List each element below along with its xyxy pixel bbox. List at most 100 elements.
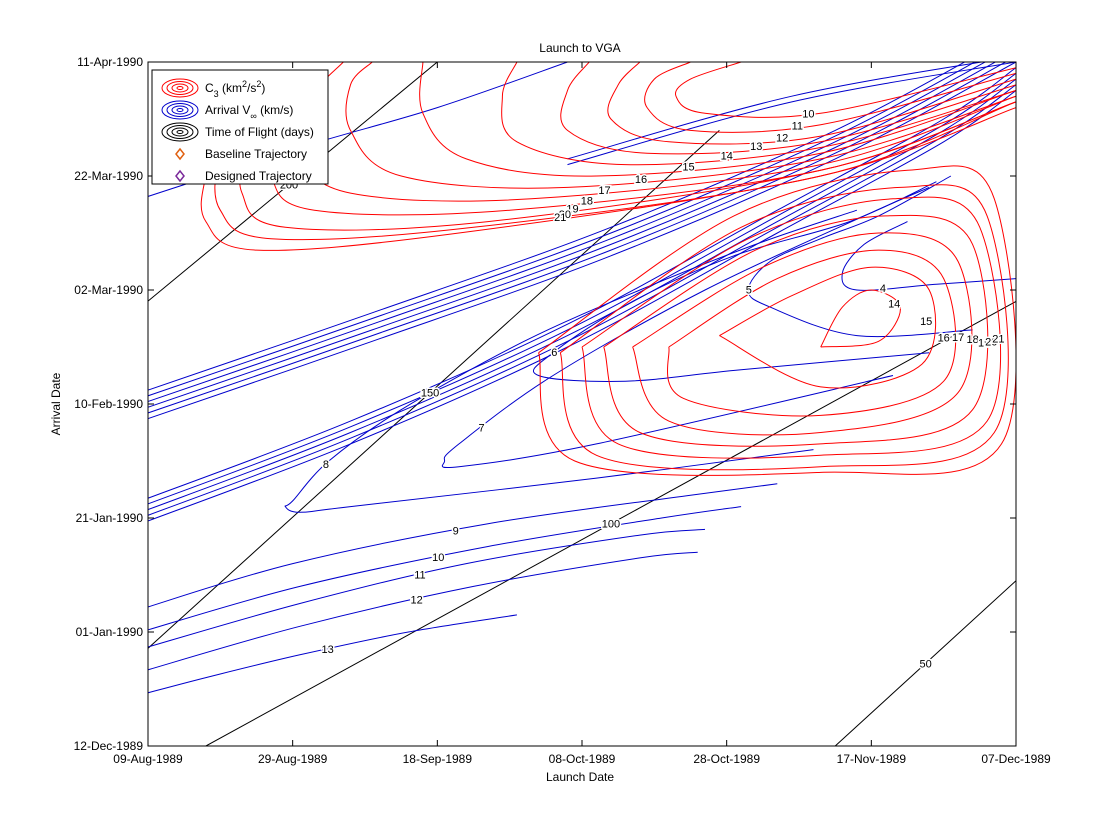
contour-line [559,184,1009,471]
contour-line [603,214,989,447]
contour-line [841,221,1016,291]
x-tick-label: 17-Nov-1989 [837,752,907,766]
contour-line [719,266,937,389]
contour-line [820,289,901,348]
contour-line [345,62,1016,189]
legend-marker [175,147,185,161]
contour-line [441,186,930,469]
x-tick-label: 28-Oct-1989 [693,752,760,766]
contour-label: 15 [682,162,694,174]
legend-label: C3 (km2/s2) [205,79,265,99]
x-axis: 09-Aug-1989 29-Aug-1989 18-Sep-1989 08-Oct-… [113,62,1051,766]
contour-line [148,528,706,648]
contour-line [148,62,987,403]
contour-line [148,62,438,302]
contour-line [747,175,973,338]
x-tick-label: 29-Aug-1989 [258,752,328,766]
contour-line [607,62,1016,145]
contour-line [567,62,1016,166]
contour-label: 7 [478,423,484,435]
y-tick-label: 11-Apr-1990 [77,55,143,69]
contour-line [501,62,1016,166]
contour-line [148,62,966,391]
contour-label: 100 [602,519,620,531]
y-tick-label: 10-Feb-1990 [74,397,143,411]
contour-label: 12 [776,133,788,145]
contour-line [533,181,937,382]
contour-label: 19 [566,204,578,216]
x-tick-label: 08-Oct-1989 [549,752,616,766]
y-tick-label: 02-Mar-1990 [74,283,143,297]
contour-label: 50 [919,658,931,670]
contour-line [538,165,1016,476]
contour-line [148,506,742,631]
contour-label: 16 [938,332,950,344]
contour-label: 20 [985,337,997,349]
contour-label: 11 [414,570,425,582]
contour-line [674,62,1016,118]
x-tick-label: 18-Sep-1989 [403,752,473,766]
contour-line [296,62,1016,202]
legend-label: Baseline Trajectory [205,147,307,161]
contour-label: 20 [559,209,571,221]
contour-line [644,62,1016,133]
contour-label: 10 [432,552,444,564]
chart-title: Launch to VGA [539,41,620,55]
y-tick-label: 01-Jan-1990 [76,625,144,639]
contour-line [567,62,985,160]
contour-line [419,62,1016,177]
contour-label: 10 [802,108,814,120]
y-tick-label: 12-Dec-1989 [74,739,144,753]
contour-label: 8 [323,459,329,471]
legend-swatch [161,100,199,120]
contour-label: 18 [581,195,593,207]
contour-line [148,614,517,694]
contour-line [205,300,1016,746]
contour-line [200,107,1016,251]
contour-label: 19 [978,337,990,349]
contour-label: 13 [750,141,762,153]
contour-label: 18 [966,334,978,346]
contour-line [666,249,957,417]
contour-label: 5 [746,285,752,297]
legend-swatch [161,122,199,142]
contour-label: 9 [453,525,459,537]
contour-line [632,232,973,436]
x-tick-label: 09-Aug-1989 [113,752,183,766]
contour-label: 14 [721,151,733,163]
contour-line [284,209,858,513]
legend: C3 (km2/s2) Arrival V∞ (km/s) Time of Flig… [151,69,329,185]
y-axis-label: Arrival Date [49,372,63,435]
contour-label: 150 [421,388,439,400]
x-tick-label: 07-Dec-1989 [981,752,1051,766]
contour-label: 16 [635,174,647,186]
y-tick-label: 22-Mar-1990 [74,169,143,183]
contour-line [148,62,976,397]
legend-label: Designed Trajectory [205,169,312,183]
contour-label: 6 [551,347,557,359]
contour-line [834,580,1016,746]
contour-line [148,483,778,608]
contour-label: 21 [992,333,1004,345]
legend-label: Arrival V∞ (km/s) [205,103,293,121]
legend-marker [175,169,185,183]
contour-line [148,67,1016,499]
contour-line [148,90,1016,522]
x-axis-label: Launch Date [546,770,614,784]
contour-label: 17 [952,332,964,344]
contour-label: 14 [888,299,900,311]
contour-line [560,62,1016,155]
contour-label: 15 [920,316,932,328]
contour-label: 4 [880,283,886,295]
contour-label: 11 [792,121,803,133]
contour-line [148,551,698,671]
y-tick-label: 21-Jan-1990 [76,511,144,525]
legend-swatch [161,78,199,98]
contour-label: 21 [554,212,566,224]
legend-label: Time of Flight (days) [205,125,314,139]
y-axis: 12-Dec-1989 01-Jan-1990 21-Jan-1990 10-Feb-… [74,55,1016,753]
contour-line [265,78,1016,216]
contour-label: 17 [598,185,610,197]
